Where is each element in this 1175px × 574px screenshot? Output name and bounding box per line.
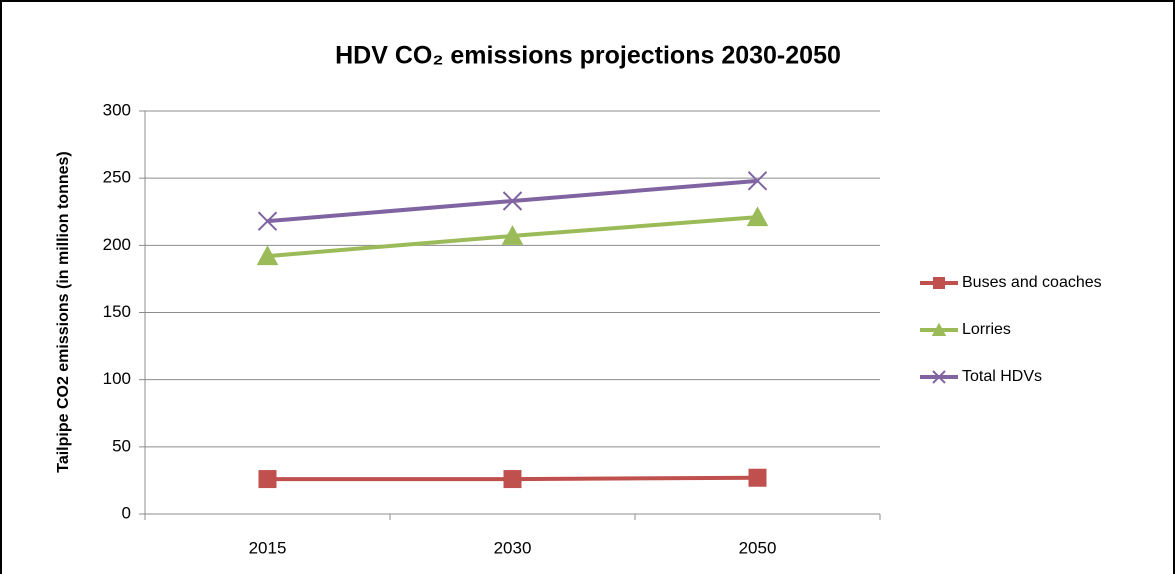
marker	[931, 322, 947, 336]
x-tick-label: 2015	[249, 538, 287, 557]
x-tick-label: 2030	[494, 538, 532, 557]
y-tick-label: 100	[103, 369, 131, 388]
marker	[748, 468, 767, 487]
legend-label: Buses and coaches	[962, 274, 1102, 291]
y-tick-label: 150	[103, 302, 131, 321]
legend-label: Total HDVs	[962, 368, 1042, 385]
marker	[746, 206, 769, 227]
legend-label: Lorries	[962, 321, 1011, 338]
marker	[502, 191, 523, 211]
y-tick-label: 250	[103, 168, 131, 187]
y-tick-label: 300	[103, 100, 131, 119]
y-tick-label: 0	[122, 503, 131, 522]
x-tick-label: 2050	[739, 538, 777, 557]
chart-title: HDV CO₂ emissions projections 2030-2050	[335, 42, 841, 70]
marker	[501, 225, 524, 245]
y-tick-label: 200	[103, 235, 131, 254]
marker	[932, 370, 946, 384]
marker	[503, 470, 522, 489]
marker	[933, 277, 945, 289]
y-tick-label: 50	[112, 436, 131, 455]
marker	[258, 470, 277, 489]
marker	[747, 171, 768, 191]
y-axis-label: Tailpipe CO2 emissions (in million tonne…	[55, 151, 72, 473]
marker	[256, 245, 279, 266]
marker	[257, 211, 278, 231]
